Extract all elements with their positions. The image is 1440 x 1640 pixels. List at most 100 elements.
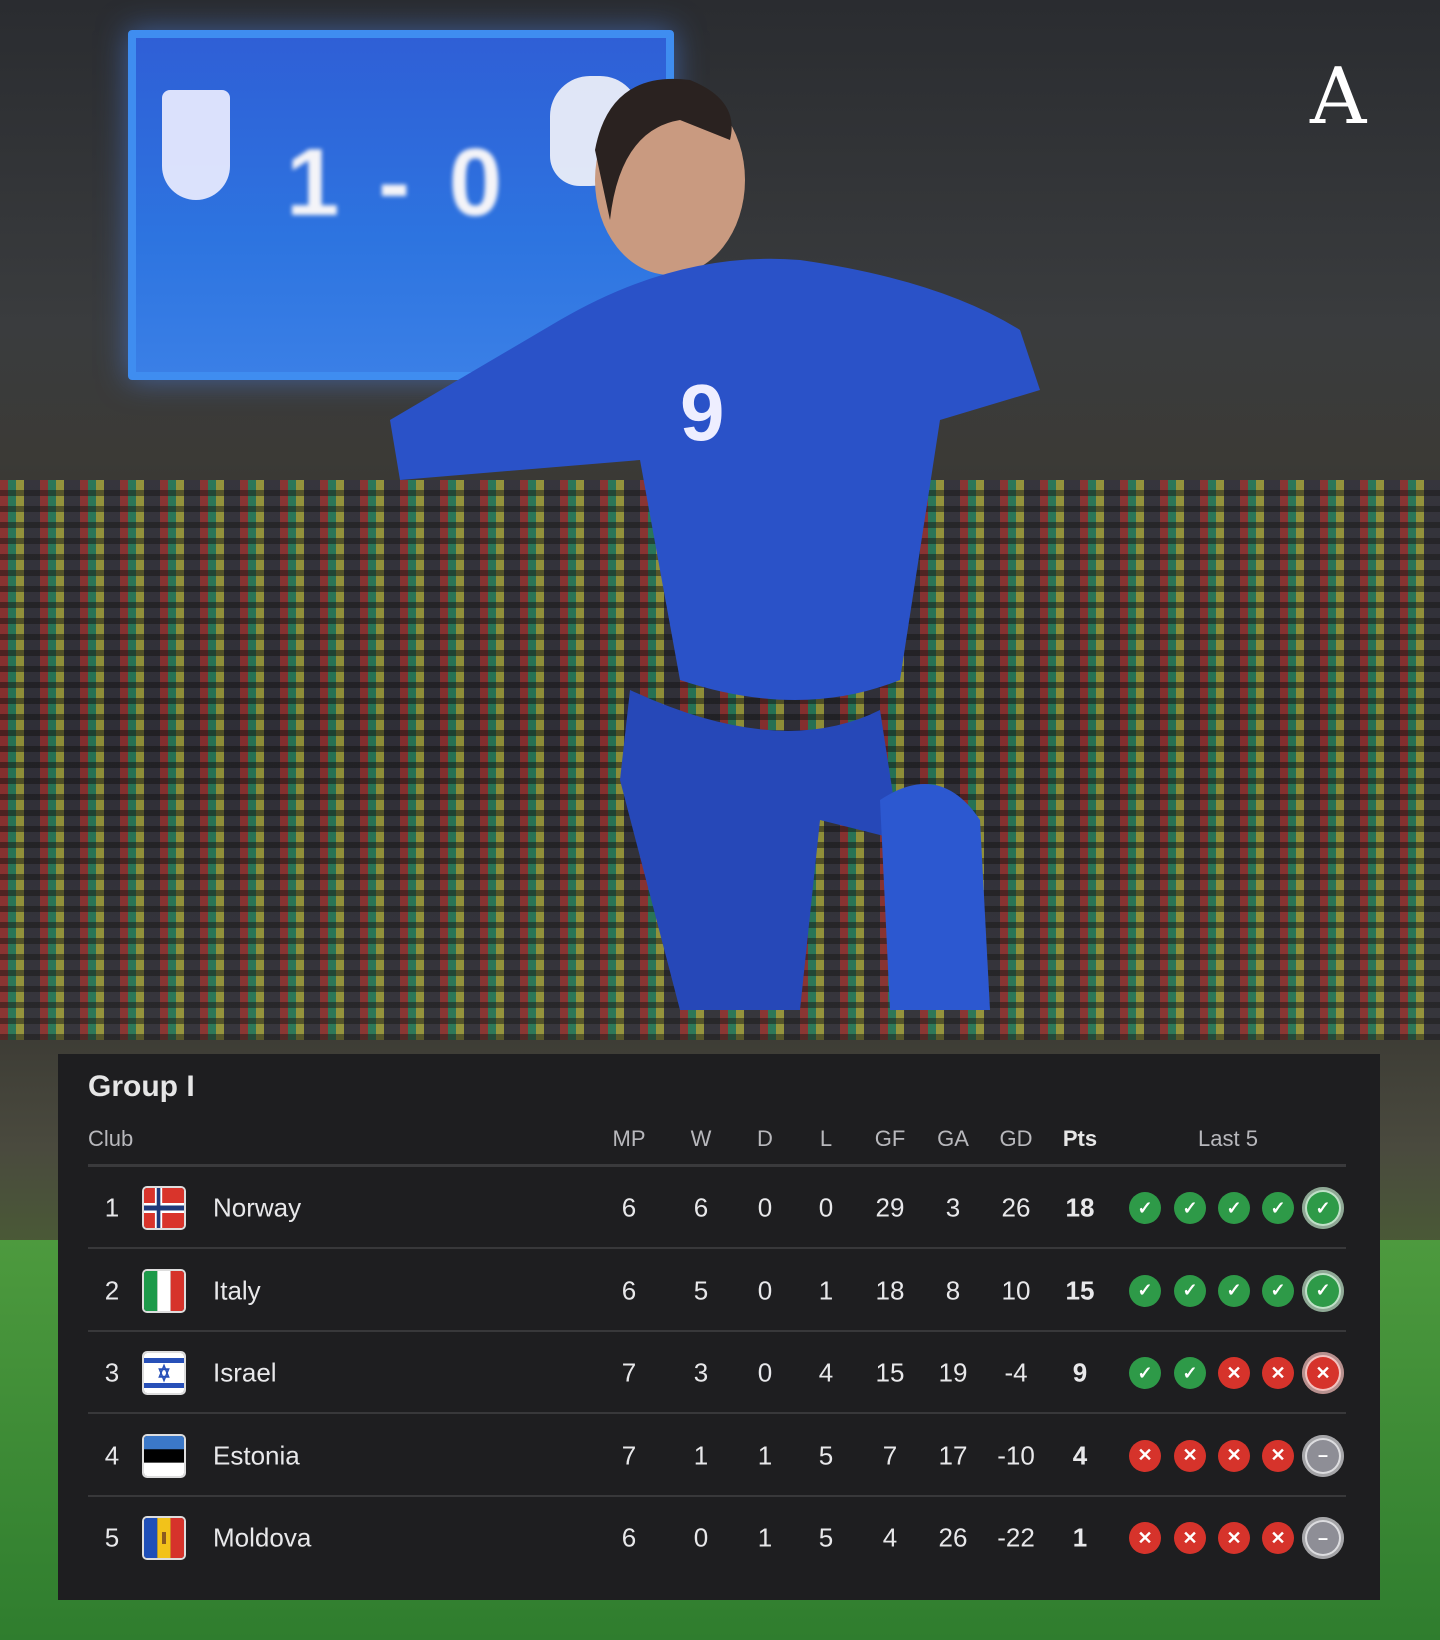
loss-icon: ✕ <box>1218 1439 1250 1472</box>
loss-icon: ✕ <box>1302 1352 1344 1394</box>
club-name[interactable]: Israel <box>213 1357 277 1388</box>
win-icon: ✓ <box>1262 1274 1294 1307</box>
scoreboard-score: 1 - 0 <box>286 129 509 236</box>
draw-icon: – <box>1302 1434 1344 1477</box>
d-value: 1 <box>757 1440 773 1470</box>
group-title: Group I <box>88 1070 195 1103</box>
israel-flag-icon <box>142 1351 186 1395</box>
d-value: 0 <box>757 1192 773 1223</box>
header-mp: MP <box>612 1126 646 1151</box>
rank: 5 <box>104 1522 120 1553</box>
table-row[interactable]: 4 Estonia 7 1 1 5 7 17 -10 4 ✕ ✕ ✕ ✕ – <box>58 1415 1380 1497</box>
ga-value: 3 <box>945 1192 961 1223</box>
row-divider <box>88 1494 1346 1497</box>
l-value: 5 <box>818 1522 834 1553</box>
rank: 2 <box>104 1275 120 1305</box>
gd-value: 10 <box>1001 1275 1031 1305</box>
gd-value: -22 <box>997 1522 1035 1553</box>
win-icon: ✓ <box>1174 1192 1206 1224</box>
win-icon: ✓ <box>1129 1274 1161 1307</box>
loss-icon: ✕ <box>1174 1522 1206 1554</box>
pts-value: 18 <box>1065 1192 1095 1223</box>
row-divider <box>88 1412 1346 1414</box>
w-value: 6 <box>693 1192 709 1223</box>
loss-icon: ✕ <box>1174 1439 1206 1472</box>
gd-value: 26 <box>1001 1192 1031 1223</box>
d-value: 1 <box>757 1522 773 1553</box>
header-ga: GA <box>937 1126 969 1151</box>
row-divider <box>88 1247 1346 1249</box>
ga-value: 26 <box>938 1522 968 1553</box>
table-row[interactable]: 3 Israel 7 3 0 4 15 19 -4 9 ✓ ✓ ✕ ✕ ✕ <box>58 1332 1380 1414</box>
header-divider <box>88 1164 1346 1167</box>
svg-text:9: 9 <box>680 368 725 457</box>
table-row[interactable]: 1 Norway 6 6 0 0 29 3 26 18 ✓ ✓ ✓ ✓ ✓ <box>58 1167 1380 1249</box>
loss-icon: ✕ <box>1262 1522 1294 1554</box>
header-club: Club <box>88 1126 134 1151</box>
win-icon: ✓ <box>1129 1192 1161 1224</box>
mp-value: 6 <box>621 1522 637 1553</box>
club-name[interactable]: Moldova <box>213 1522 312 1553</box>
club-name[interactable]: Norway <box>213 1192 302 1223</box>
l-value: 0 <box>818 1192 834 1223</box>
ga-value: 17 <box>938 1440 968 1470</box>
italy-flag-icon <box>142 1268 186 1313</box>
ga-value: 8 <box>945 1275 961 1305</box>
win-icon: ✓ <box>1302 1269 1344 1312</box>
win-icon: ✓ <box>1302 1187 1344 1229</box>
loss-icon: ✕ <box>1218 1522 1250 1554</box>
win-icon: ✓ <box>1262 1192 1294 1224</box>
win-icon: ✓ <box>1129 1357 1161 1389</box>
table-row[interactable]: 2 Italy 6 5 0 1 18 8 10 15 ✓ ✓ ✓ ✓ ✓ <box>58 1250 1380 1332</box>
mp-value: 7 <box>621 1357 637 1388</box>
italy-crest-icon <box>162 90 230 200</box>
rank: 1 <box>104 1192 120 1223</box>
row-divider <box>88 1329 1346 1332</box>
player-celebrating: 9 <box>390 78 1040 1010</box>
pts-value: 4 <box>1072 1440 1088 1470</box>
loss-icon: ✕ <box>1262 1357 1294 1389</box>
header-d: D <box>757 1126 773 1151</box>
moldova-flag-icon <box>142 1516 186 1560</box>
pts-value: 9 <box>1072 1357 1088 1388</box>
win-icon: ✓ <box>1218 1274 1250 1307</box>
ga-value: 19 <box>938 1357 968 1388</box>
gd-value: -4 <box>1004 1357 1028 1388</box>
norway-flag-icon <box>142 1186 186 1230</box>
d-value: 0 <box>757 1275 773 1305</box>
win-icon: ✓ <box>1174 1274 1206 1307</box>
l-value: 5 <box>818 1440 834 1470</box>
gf-value: 18 <box>875 1275 905 1305</box>
gf-value: 15 <box>875 1357 905 1388</box>
loss-icon: ✕ <box>1262 1439 1294 1472</box>
gf-value: 7 <box>882 1440 898 1470</box>
w-value: 0 <box>693 1522 709 1553</box>
gf-value: 29 <box>875 1192 905 1223</box>
win-icon: ✓ <box>1218 1192 1250 1224</box>
header-gf: GF <box>874 1126 906 1151</box>
header-w: W <box>690 1126 712 1151</box>
w-value: 1 <box>693 1440 709 1470</box>
club-name[interactable]: Italy <box>213 1275 261 1305</box>
table-row[interactable]: 5 Moldova 6 0 1 5 4 26 -22 1 ✕ ✕ ✕ ✕ – <box>58 1497 1380 1579</box>
loss-icon: ✕ <box>1129 1439 1161 1472</box>
header-pts: Pts <box>1062 1126 1098 1151</box>
header-l: L <box>819 1126 833 1151</box>
rank: 3 <box>104 1357 120 1388</box>
loss-icon: ✕ <box>1218 1357 1250 1389</box>
pts-value: 15 <box>1065 1275 1095 1305</box>
w-value: 5 <box>693 1275 709 1305</box>
rank: 4 <box>104 1440 120 1470</box>
the-athletic-logo: A <box>1310 52 1367 142</box>
loss-icon: ✕ <box>1129 1522 1161 1554</box>
header-gd: GD <box>999 1126 1033 1151</box>
mp-value: 6 <box>621 1192 637 1223</box>
l-value: 1 <box>818 1275 834 1305</box>
header-last5: Last 5 <box>1198 1126 1258 1151</box>
d-value: 0 <box>757 1357 773 1388</box>
standings-panel: Group I Club MP W D L GF GA GD Pts Last … <box>58 1054 1380 1600</box>
pts-value: 1 <box>1072 1522 1088 1553</box>
mp-value: 7 <box>621 1440 637 1470</box>
draw-icon: – <box>1302 1517 1344 1559</box>
club-name[interactable]: Estonia <box>213 1440 300 1470</box>
